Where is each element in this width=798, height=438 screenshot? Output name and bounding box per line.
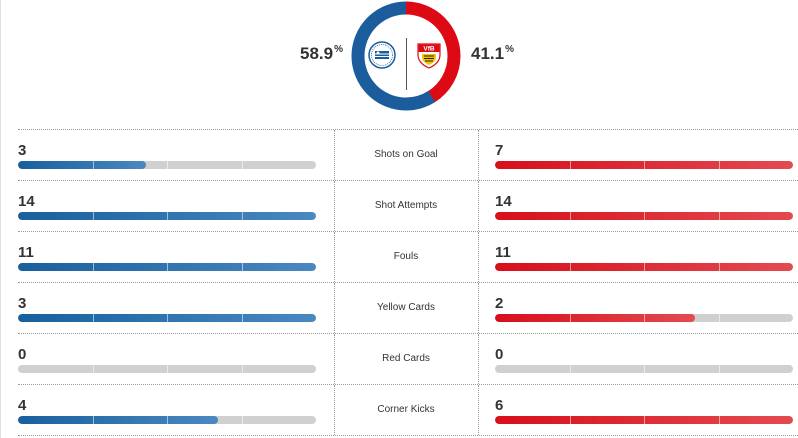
panel-border (0, 0, 1, 438)
bar-segment-tick (718, 314, 720, 322)
bar-segment-tick (241, 365, 243, 373)
home-stat-value: 14 (18, 193, 35, 210)
svg-text:VfB: VfB (423, 46, 435, 53)
bar-segment-tick (167, 416, 168, 424)
arminia-bielefeld-crest-icon (368, 41, 396, 69)
bar-segment-tick (92, 263, 94, 271)
away-stat-bar-fill (495, 314, 695, 322)
home-stat-bar (18, 161, 316, 169)
column-divider (478, 232, 479, 282)
bar-segment-tick (241, 212, 243, 220)
stat-row: 11 Fouls 11 (18, 231, 798, 282)
home-possession-value: 58.9% (300, 44, 343, 63)
away-stat-bar (495, 212, 793, 220)
home-stat-bar-fill (18, 416, 218, 424)
bar-segment-tick (167, 161, 168, 169)
home-stat-bar (18, 365, 316, 373)
away-stat-bar (495, 365, 793, 373)
away-stat-value: 11 (495, 244, 511, 261)
away-stat-bar (495, 416, 793, 424)
bar-segment-tick (92, 416, 94, 424)
bar-segment-tick (644, 416, 645, 424)
column-divider (478, 181, 479, 231)
bar-segment-tick (644, 161, 645, 169)
bar-segment-tick (241, 314, 243, 322)
home-stat-bar (18, 416, 316, 424)
bar-segment-tick (167, 365, 168, 373)
away-stat-value: 14 (495, 193, 512, 210)
column-divider (334, 181, 335, 231)
possession-donut (351, 1, 461, 111)
away-stat-bar (495, 314, 793, 322)
bar-segment-tick (92, 365, 94, 373)
bar-segment-tick (92, 212, 94, 220)
bar-segment-tick (92, 161, 94, 169)
home-possession-arc (351, 1, 461, 111)
possession-divider (406, 38, 407, 90)
home-stat-bar-fill (18, 161, 147, 169)
column-divider (478, 334, 479, 384)
home-stat-bar (18, 314, 316, 322)
home-stat-bar (18, 263, 316, 271)
column-divider (478, 130, 479, 180)
column-divider (334, 334, 335, 384)
home-stat-value: 3 (18, 295, 27, 312)
stat-label: Fouls (393, 251, 419, 262)
away-stat-value: 2 (495, 295, 504, 312)
stats-table: 3 Shots on Goal 7 14 Shot Attempts 14 11 (18, 129, 798, 436)
bar-segment-tick (718, 365, 720, 373)
bar-segment-tick (644, 263, 645, 271)
bar-segment-tick (167, 314, 168, 322)
bar-segment-tick (92, 314, 94, 322)
away-stat-value: 0 (495, 346, 504, 363)
stat-row: 3 Yellow Cards 2 (18, 282, 798, 333)
bar-segment-tick (718, 212, 720, 220)
home-stat-value: 3 (18, 142, 27, 159)
home-stat-value: 4 (18, 397, 27, 414)
column-divider (334, 232, 335, 282)
home-stat-value: 0 (18, 346, 27, 363)
bar-segment-tick (644, 314, 645, 322)
bar-segment-tick (241, 161, 243, 169)
stat-label: Corner Kicks (377, 404, 435, 415)
bar-segment-tick (241, 263, 243, 271)
away-stat-value: 6 (495, 397, 504, 414)
column-divider (334, 385, 335, 435)
bar-segment-tick (569, 365, 571, 373)
stat-row: 0 Red Cards 0 (18, 333, 798, 384)
bar-segment-tick (644, 212, 645, 220)
stat-row: 14 Shot Attempts 14 (18, 180, 798, 231)
bar-segment-tick (569, 263, 571, 271)
away-stat-bar (495, 161, 793, 169)
vfb-stuttgart-crest-icon: VfB (417, 43, 441, 69)
column-divider (334, 283, 335, 333)
away-possession-value: 41.1% (471, 44, 514, 63)
bar-segment-tick (569, 161, 571, 169)
stat-label: Shot Attempts (374, 200, 438, 211)
stat-label: Yellow Cards (377, 302, 435, 313)
stat-label: Shots on Goal (374, 149, 438, 160)
stat-row: 4 Corner Kicks 6 (18, 384, 798, 436)
stat-label: Red Cards (382, 353, 430, 364)
bar-segment-tick (569, 212, 571, 220)
column-divider (478, 385, 479, 435)
away-stat-bar (495, 263, 793, 271)
bar-segment-tick (718, 416, 720, 424)
bar-segment-tick (569, 416, 571, 424)
home-stat-bar (18, 212, 316, 220)
stat-row: 3 Shots on Goal 7 (18, 129, 798, 180)
bar-segment-tick (644, 365, 645, 373)
bar-segment-tick (718, 263, 720, 271)
column-divider (478, 283, 479, 333)
bar-segment-tick (718, 161, 720, 169)
possession-chart: 58.9% 41.1% VfB (0, 0, 798, 115)
bar-segment-tick (167, 212, 168, 220)
away-stat-value: 7 (495, 142, 504, 159)
bar-segment-tick (167, 263, 168, 271)
home-stat-value: 11 (18, 244, 34, 261)
bar-segment-tick (569, 314, 571, 322)
bar-segment-tick (241, 416, 243, 424)
column-divider (334, 130, 335, 180)
